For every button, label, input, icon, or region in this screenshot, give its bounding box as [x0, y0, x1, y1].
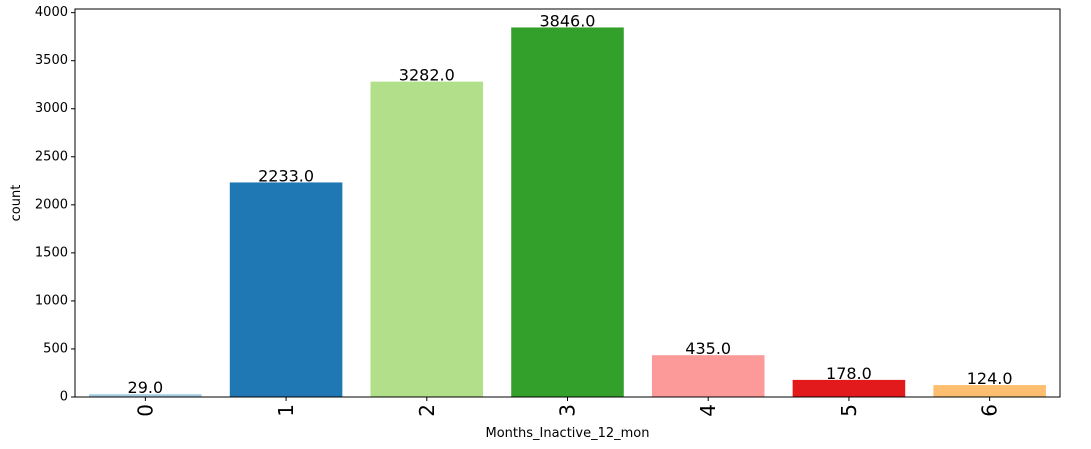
bar-value-label-3: 3846.0 [540, 11, 596, 30]
bar-5 [792, 379, 906, 397]
bar-1 [229, 182, 343, 397]
bar-2 [370, 81, 484, 397]
bar-value-label-0: 29.0 [128, 378, 164, 397]
bar-value-label-1: 2233.0 [258, 166, 314, 185]
x-axis-title: Months_Inactive_12_mon [485, 426, 649, 441]
bar-value-label-2: 3282.0 [399, 66, 455, 85]
bar-6 [933, 385, 1046, 397]
y-tick-label: 500 [43, 341, 68, 356]
y-tick-label: 1500 [35, 245, 68, 260]
x-tick-label: 0 [133, 404, 157, 417]
y-tick-label: 2000 [35, 197, 68, 212]
y-tick-label: 4000 [35, 5, 68, 20]
bar-value-label-6: 124.0 [967, 369, 1013, 388]
bar-value-label-4: 435.0 [685, 339, 731, 358]
y-tick-label: 0 [60, 390, 68, 405]
x-tick-label: 1 [274, 404, 298, 417]
x-axis: 0 1 2 3 4 5 6 [133, 397, 1002, 417]
y-axis-title: count [9, 185, 24, 222]
bar-value-label-5: 178.0 [826, 364, 872, 383]
x-tick-label: 6 [978, 404, 1002, 417]
plot-area: 29.0 2233.0 3282.0 3846.0 435.0 178.0 124.0 [89, 11, 1046, 397]
y-axis: 0 500 1000 1500 2000 2500 3000 3500 4000 [35, 5, 75, 405]
x-tick-label: 3 [556, 404, 580, 417]
y-tick-label: 2500 [35, 149, 68, 164]
y-tick-label: 1000 [35, 293, 68, 308]
x-tick-label: 4 [696, 404, 720, 417]
x-tick-label: 2 [415, 404, 439, 417]
bar-4 [651, 355, 765, 397]
y-tick-label: 3000 [35, 101, 68, 116]
bar-0 [89, 394, 202, 397]
y-tick-label: 3500 [35, 53, 68, 68]
x-tick-label: 5 [837, 404, 861, 417]
bar-3 [511, 27, 624, 398]
